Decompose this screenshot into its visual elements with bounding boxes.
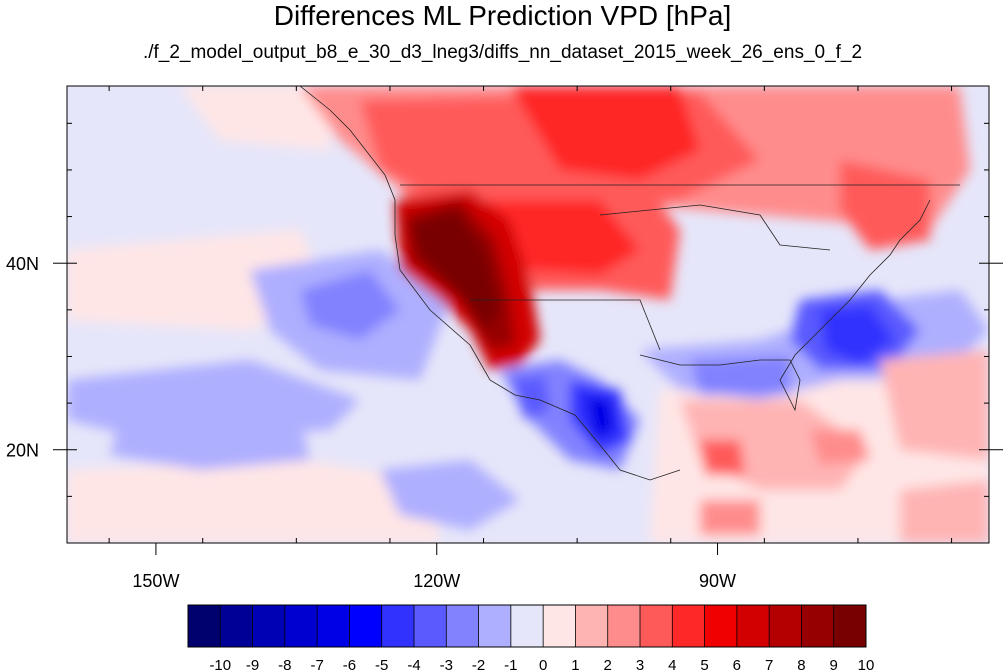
x-tick-label: 90W xyxy=(699,571,736,591)
colorbar-swatch xyxy=(575,605,609,647)
colorbar-swatch xyxy=(704,605,738,647)
x-tick-label: 150W xyxy=(132,571,179,591)
colorbar-label: -10 xyxy=(209,657,231,672)
colorbar-label: 10 xyxy=(858,657,875,672)
colorbar-label: 6 xyxy=(733,657,741,672)
colorbar-swatch xyxy=(188,605,221,647)
colorbar-swatch xyxy=(736,605,770,647)
colorbar-label: -3 xyxy=(440,657,453,672)
colorbar-label: 4 xyxy=(668,657,676,672)
y-tick-label: 40N xyxy=(6,254,39,274)
colorbar-label: -4 xyxy=(407,657,420,672)
colorbar-label: 7 xyxy=(765,657,773,672)
colorbar-swatch xyxy=(414,605,447,647)
colorbar-label: -5 xyxy=(375,657,388,672)
colorbar-swatch xyxy=(349,605,383,647)
colorbar-swatch xyxy=(381,605,415,647)
colorbar-frame xyxy=(187,604,867,648)
colorbar: -10 -9 -8 -7 -6 -5 -4 -3 -2 -1 0 1 2 3 4 5 6 7 8 9 10 xyxy=(187,604,875,672)
colorbar-swatch xyxy=(769,605,802,647)
colorbar-label: 2 xyxy=(604,657,612,672)
colorbar-label: -6 xyxy=(343,657,356,672)
colorbar-swatch xyxy=(478,605,512,647)
colorbar-swatch xyxy=(252,605,286,647)
map-frame xyxy=(66,85,990,544)
colorbar-swatch xyxy=(510,605,544,647)
colorbar-label: 8 xyxy=(797,657,805,672)
colorbar-label: 1 xyxy=(571,657,579,672)
colorbar-swatch xyxy=(607,605,641,647)
chart-title: Differences ML Prediction VPD [hPa] xyxy=(273,0,732,31)
coastlines xyxy=(299,86,960,481)
colorbar-swatch xyxy=(801,605,835,647)
colorbar-label: 9 xyxy=(830,657,838,672)
x-tick-label: 120W xyxy=(413,571,460,591)
colorbar-swatch xyxy=(640,605,673,647)
colorbar-label: 0 xyxy=(539,657,547,672)
colorbar-swatch xyxy=(220,605,253,647)
colorbar-swatch xyxy=(833,605,867,647)
colorbar-swatch xyxy=(317,605,350,647)
chart-subtitle: ./f_2_model_output_b8_e_30_d3_lneg3/diff… xyxy=(142,42,863,63)
colorbar-label: -7 xyxy=(310,657,323,672)
vpd-difference-field xyxy=(67,86,989,543)
colorbar-label: 3 xyxy=(636,657,644,672)
colorbar-swatch xyxy=(446,605,479,647)
colorbar-label: -2 xyxy=(472,657,485,672)
colorbar-label: -1 xyxy=(504,657,517,672)
colorbar-swatch xyxy=(284,605,318,647)
colorbar-swatch xyxy=(672,605,705,647)
axis-ticks: 150W 120W 90W 40N 20N xyxy=(6,86,1003,591)
y-tick-label: 20N xyxy=(6,441,39,461)
colorbar-label: -9 xyxy=(246,657,259,672)
colorbar-label: 5 xyxy=(700,657,708,672)
colorbar-swatch xyxy=(543,605,576,647)
colorbar-label: -8 xyxy=(278,657,291,672)
